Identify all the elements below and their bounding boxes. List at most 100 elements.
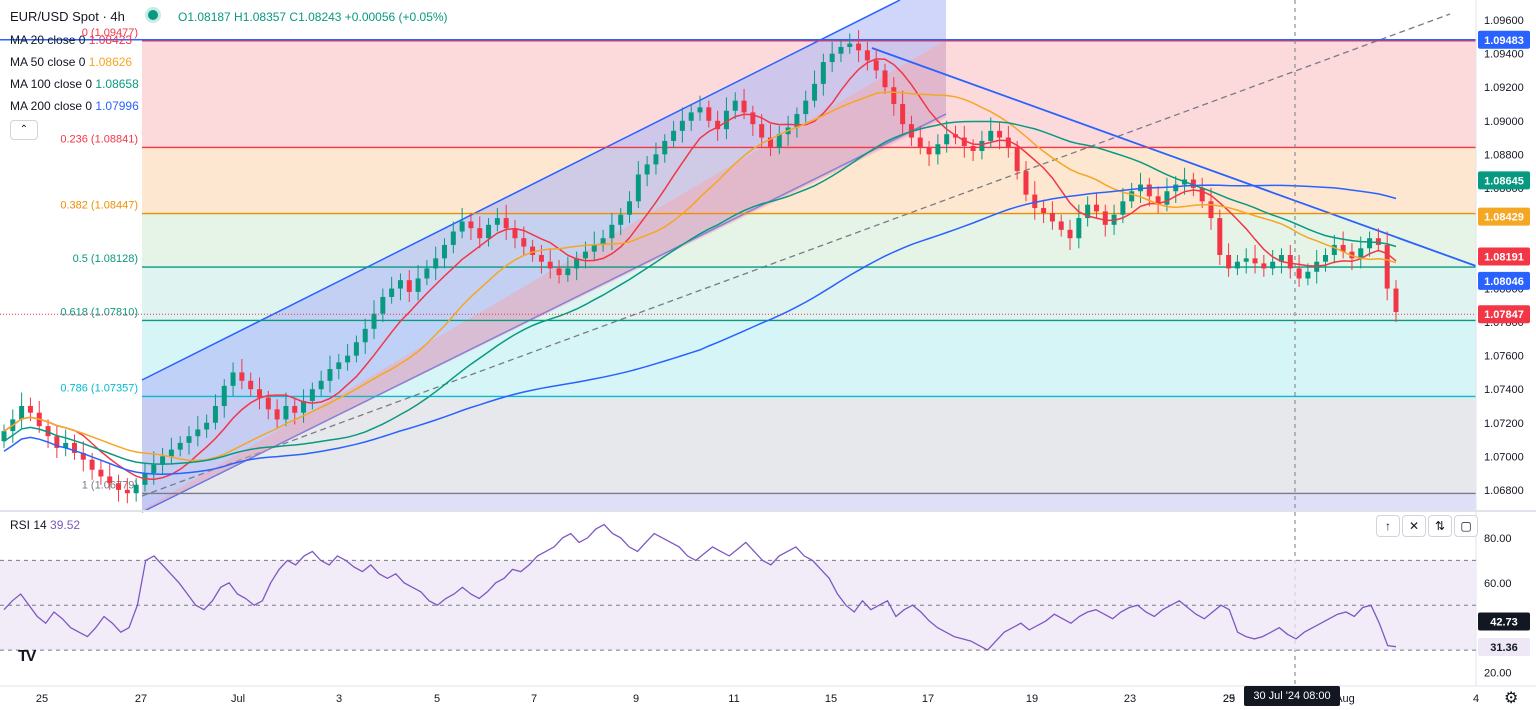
- price-tick-label: 1.09000: [1484, 116, 1524, 128]
- price-tag-label: 1.08645: [1484, 175, 1524, 187]
- ma200-line: [3, 184, 1397, 475]
- time-tick-label: 9: [633, 693, 639, 705]
- candle: [803, 100, 809, 115]
- rsi-line: [3, 523, 1397, 651]
- candle: [1358, 248, 1364, 259]
- candle: [27, 405, 33, 413]
- time-tick-label: 4: [1473, 693, 1479, 705]
- price-tag: [1478, 30, 1530, 49]
- candle: [864, 50, 870, 61]
- rsi-tick-label: 20.00: [1484, 668, 1512, 680]
- candle: [124, 489, 130, 494]
- candle: [1067, 229, 1073, 239]
- candle: [371, 313, 377, 329]
- candle: [1173, 184, 1179, 192]
- candle: [1058, 221, 1064, 230]
- candle: [776, 134, 782, 148]
- candle: [98, 469, 104, 477]
- ma20-line: [3, 58, 1397, 481]
- candle: [609, 224, 615, 239]
- candle: [820, 62, 826, 84]
- candle: [591, 244, 597, 252]
- candle: [397, 280, 403, 289]
- candle: [415, 278, 421, 292]
- candle: [512, 228, 518, 239]
- time-tick-label: 7: [531, 693, 537, 705]
- close-pane-button[interactable]: ✕: [1402, 515, 1426, 537]
- candle: [168, 449, 174, 457]
- price-tag-label: 1.07847: [1484, 309, 1524, 321]
- collapse-pane-button[interactable]: ⇅: [1428, 515, 1452, 537]
- time-tick-label: 27: [135, 693, 147, 705]
- ma100-legend[interactable]: MA 100 close 0 1.08658: [10, 77, 139, 91]
- price-tag: [1478, 171, 1530, 190]
- price-tag: [1478, 247, 1530, 266]
- candle: [459, 221, 465, 232]
- candle: [829, 53, 835, 63]
- price-tick-label: 1.07400: [1484, 384, 1524, 396]
- candle: [1146, 184, 1152, 197]
- fib-zone: [142, 213, 1476, 268]
- candle: [1296, 268, 1302, 279]
- tradingview-logo-icon[interactable]: TV: [18, 648, 37, 665]
- ma50-legend[interactable]: MA 50 close 0 1.08626: [10, 55, 133, 69]
- candle: [1014, 147, 1020, 172]
- candle: [468, 221, 474, 229]
- candle: [248, 380, 254, 390]
- candle: [292, 405, 298, 413]
- candle: [204, 422, 210, 430]
- candle: [618, 214, 624, 225]
- candle: [882, 70, 888, 88]
- time-tick-label: 25: [36, 693, 48, 705]
- candle: [160, 456, 166, 465]
- candle: [565, 268, 571, 276]
- candle: [63, 442, 69, 448]
- rsi-legend[interactable]: RSI 14 39.52: [10, 518, 81, 532]
- candle: [1199, 187, 1205, 202]
- collapse-legend-button[interactable]: ⌃: [10, 120, 38, 140]
- candle: [1208, 201, 1214, 219]
- candle: [186, 436, 192, 443]
- channel-lower: [141, 113, 947, 513]
- candle: [389, 288, 395, 297]
- candle: [1393, 288, 1399, 313]
- candle: [336, 362, 342, 370]
- candle: [151, 464, 157, 474]
- gear-icon[interactable]: ⚙: [1504, 690, 1519, 707]
- price-tag-label: 1.09483: [1484, 35, 1524, 47]
- candle: [486, 224, 492, 239]
- symbol-title[interactable]: EUR/USD Spot · 4h: [10, 9, 125, 24]
- fib-label: 0.618 (1.07810): [60, 306, 138, 318]
- candle: [239, 372, 245, 381]
- price-tick-label: 1.06800: [1484, 485, 1524, 497]
- ma200-legend[interactable]: MA 200 close 0 1.07996: [10, 99, 139, 113]
- candle: [538, 255, 544, 262]
- rsi-tick-label: 80.00: [1484, 533, 1512, 545]
- channel-fill: [142, 0, 946, 512]
- ohlc-readout: O1.08187 H1.08357 C1.08243 +0.00056 (+0.…: [178, 10, 448, 24]
- price-tag: [1478, 305, 1530, 324]
- price-tag-label: 1.08191: [1484, 252, 1524, 264]
- price-tick-label: 1.09200: [1484, 82, 1524, 94]
- candle: [547, 261, 553, 269]
- candle: [424, 268, 430, 279]
- move-pane-up-button[interactable]: ↑: [1376, 515, 1400, 537]
- candle: [1375, 238, 1381, 245]
- candle: [1023, 171, 1029, 195]
- candle: [997, 130, 1003, 138]
- maximize-pane-button[interactable]: ▢: [1454, 515, 1478, 537]
- candle: [1032, 194, 1038, 209]
- fib-label: 0.5 (1.08128): [73, 253, 138, 265]
- candle: [494, 218, 500, 225]
- candle: [1384, 244, 1390, 289]
- candle: [1093, 204, 1099, 212]
- rsi-tag-label: 31.36: [1490, 642, 1518, 654]
- price-tick-label: 1.07200: [1484, 418, 1524, 430]
- ma20-legend[interactable]: MA 20 close 0 1.08423: [10, 33, 133, 47]
- candle: [1323, 255, 1329, 262]
- price-tick-label: 1.07000: [1484, 451, 1524, 463]
- candle: [406, 280, 412, 292]
- candle: [1164, 191, 1170, 205]
- candle: [450, 231, 456, 245]
